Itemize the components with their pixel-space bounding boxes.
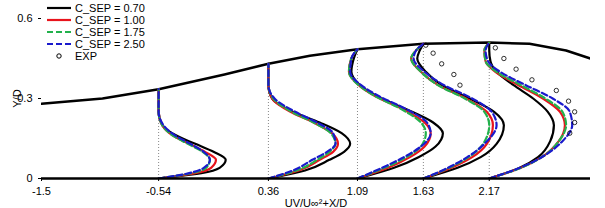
svg-text:0.3: 0.3 (17, 92, 33, 104)
html-text:C_SEP = 0.70: C_SEP = 0.70 (75, 2, 145, 14)
svg-text:-1.5: -1.5 (32, 185, 51, 197)
svg-text:1.09: 1.09 (347, 185, 368, 197)
svg-text:0.36: 0.36 (258, 185, 279, 197)
svg-text:2.17: 2.17 (479, 185, 500, 197)
svg-text:1.63: 1.63 (413, 185, 434, 197)
svg-text:UV/U∞²+X/D: UV/U∞²+X/D (285, 197, 348, 208)
svg-text:0: 0 (26, 172, 32, 184)
svg-text:0.6: 0.6 (17, 12, 32, 24)
svg-text:Y/D: Y/D (11, 89, 23, 107)
html-text:C_SEP = 1.00: C_SEP = 1.00 (75, 14, 145, 26)
html-text:C_SEP = 1.75: C_SEP = 1.75 (75, 26, 145, 38)
html-text:C_SEP = 2.50: C_SEP = 2.50 (75, 38, 145, 50)
svg-text:-0.54: -0.54 (146, 185, 171, 197)
html-text:EXP: EXP (75, 50, 97, 62)
